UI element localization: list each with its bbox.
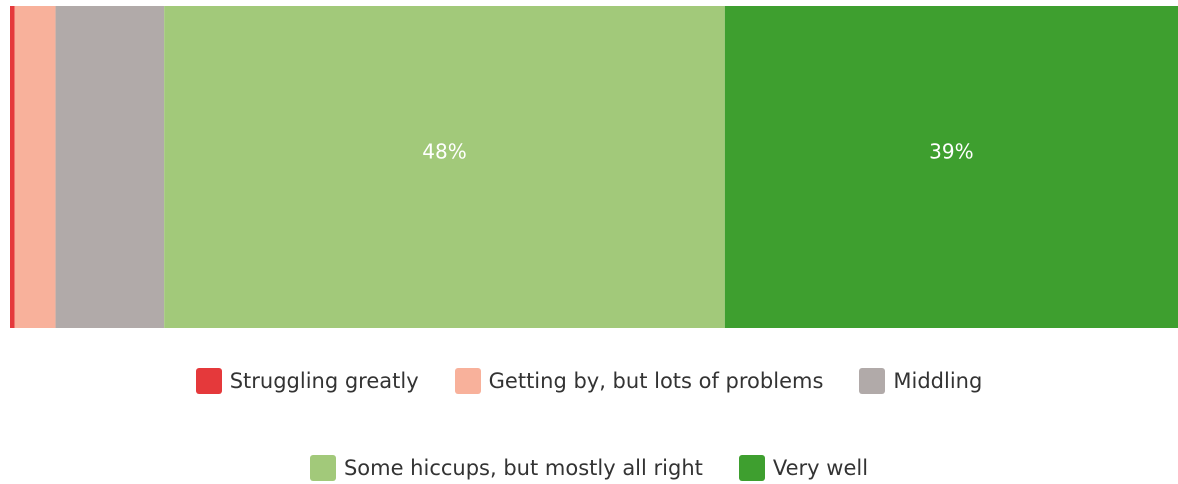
legend-label-getting-by: Getting by, but lots of problems — [488, 369, 824, 393]
legend-swatch-middling — [859, 368, 886, 394]
bar-segment-middling — [55, 6, 165, 328]
stacked-bar-chart: 48% 39% — [10, 6, 1178, 328]
bar-segment-getting-by-but-lots-of-problems — [14, 6, 56, 328]
legend-swatch-very-well — [738, 455, 765, 481]
legend-swatch-struggling-greatly — [195, 368, 222, 394]
legend-item-some-hiccups: Some hiccups, but mostly all right — [309, 455, 703, 481]
bar-segment-some-hiccups-but-mostly-all-right — [164, 6, 725, 328]
bar-segment-struggling-greatly — [10, 6, 15, 328]
legend-item-very-well: Very well — [738, 455, 869, 481]
legend-label-some-hiccups: Some hiccups, but mostly all right — [343, 456, 703, 480]
legend-swatch-getting-by — [454, 368, 481, 394]
legend-item-getting-by: Getting by, but lots of problems — [454, 368, 824, 394]
legend-label-very-well: Very well — [772, 456, 869, 480]
legend-row-1: Struggling greatly Getting by, but lots … — [0, 366, 1178, 396]
data-label-very-well: 39% — [929, 140, 973, 164]
legend-row-2: Some hiccups, but mostly all right Very … — [0, 453, 1178, 483]
legend-item-middling: Middling — [859, 368, 982, 394]
legend-label-middling: Middling — [893, 369, 983, 393]
legend-item-struggling-greatly: Struggling greatly — [195, 368, 419, 394]
legend-swatch-some-hiccups — [309, 455, 336, 481]
data-label-some-hiccups-but-mostly-all-right: 48% — [422, 140, 466, 164]
bar-segment-very-well — [724, 6, 1178, 328]
legend-label-struggling-greatly: Struggling greatly — [229, 369, 419, 393]
